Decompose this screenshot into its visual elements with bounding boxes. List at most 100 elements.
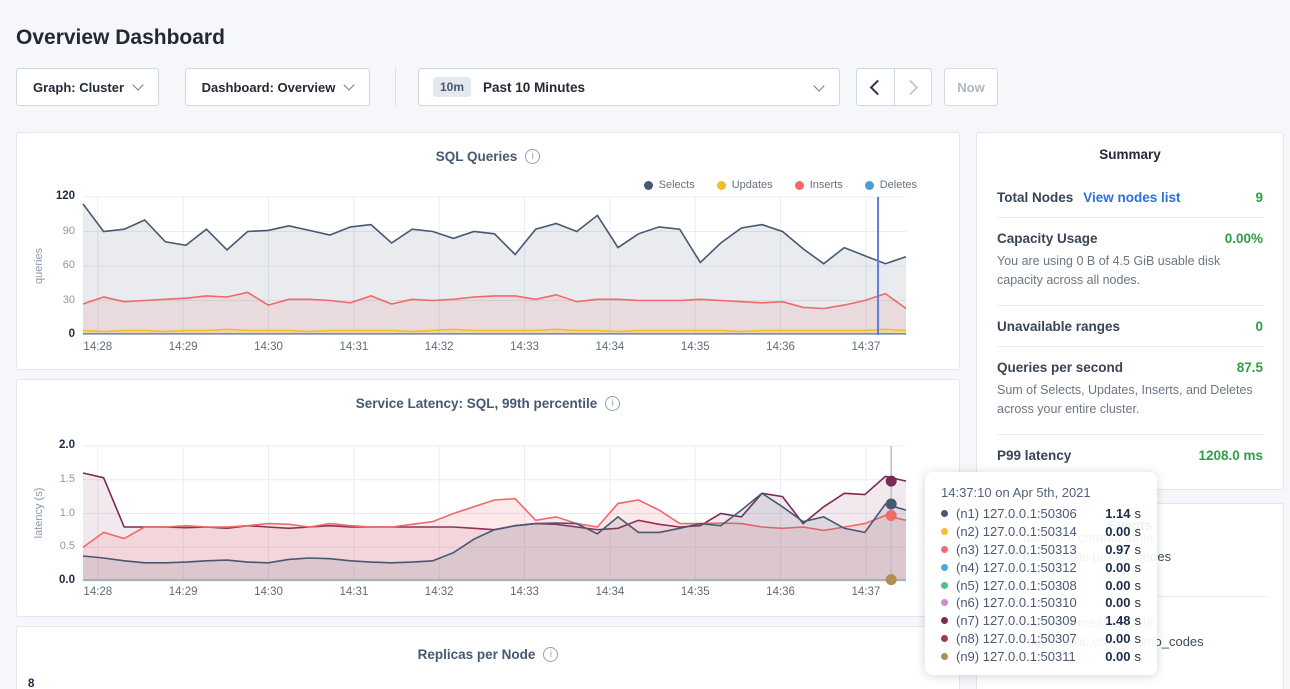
x-axis-tick: 14:31 bbox=[339, 586, 369, 598]
legend-dot bbox=[864, 180, 874, 190]
legend-item-inserts[interactable]: Inserts bbox=[794, 179, 843, 191]
service-latency-plot[interactable] bbox=[82, 445, 907, 586]
chart-title: Replicas per Node bbox=[417, 647, 536, 662]
chevron-down-icon bbox=[813, 80, 825, 92]
chart-title: SQL Queries bbox=[435, 149, 518, 164]
x-axis-ticks: 14:28 14:29 14:30 14:31 14:32 14:33 14:34 14:35… bbox=[17, 341, 959, 357]
x-axis-tick: 14:34 bbox=[595, 586, 625, 598]
summary-panel: Summary Total Nodes View nodes list 9 Ca… bbox=[976, 132, 1284, 490]
y-axis-tick: 90 bbox=[62, 224, 75, 237]
sql-queries-chart-card: SQL Queries Selects Updates Inserts Deletes… bbox=[16, 132, 960, 370]
divider bbox=[997, 217, 1263, 218]
legend-label: Inserts bbox=[809, 179, 843, 191]
info-icon[interactable] bbox=[605, 396, 621, 411]
time-back-button[interactable] bbox=[857, 69, 894, 105]
info-icon[interactable] bbox=[525, 149, 541, 164]
now-button[interactable]: Now bbox=[944, 68, 998, 106]
node-color-dot bbox=[941, 581, 948, 589]
replicas-per-node-chart-card: Replicas per Node bbox=[16, 626, 960, 689]
toolbar-divider bbox=[395, 67, 396, 107]
divider bbox=[997, 304, 1263, 306]
node-color-dot bbox=[941, 563, 948, 571]
dashboard-dropdown-label: Dashboard: Overview bbox=[201, 79, 336, 95]
x-axis-tick: 14:28 bbox=[83, 341, 113, 353]
legend-item-selects[interactable]: Selects bbox=[643, 179, 695, 191]
tooltip-row: (n9) 127.0.0.1:50311 0.00 s bbox=[941, 647, 1141, 665]
dashboard-dropdown[interactable]: Dashboard: Overview bbox=[185, 68, 370, 106]
summary-label: Unavailable ranges bbox=[997, 318, 1121, 334]
graph-scope-dropdown-label: Graph: Cluster bbox=[32, 79, 124, 95]
x-axis-tick: 14:34 bbox=[595, 341, 625, 353]
legend-dot bbox=[643, 180, 653, 190]
info-icon[interactable] bbox=[543, 647, 559, 662]
tooltip-row: (n3) 127.0.0.1:50313 0.97 s bbox=[941, 541, 1141, 559]
summary-value: 0 bbox=[1255, 318, 1263, 334]
legend-item-updates[interactable]: Updates bbox=[716, 179, 773, 191]
x-axis-tick: 14:28 bbox=[83, 586, 113, 598]
chevron-down-icon bbox=[132, 79, 144, 91]
graph-scope-dropdown[interactable]: Graph: Cluster bbox=[16, 68, 159, 106]
chevron-down-icon bbox=[343, 79, 355, 91]
x-axis-tick: 14:29 bbox=[168, 586, 198, 598]
chevron-left-icon bbox=[869, 79, 886, 95]
divider bbox=[997, 345, 1263, 347]
y-axis-tick: 8 bbox=[28, 678, 35, 689]
x-axis-tick: 14:33 bbox=[510, 341, 539, 353]
summary-value: 0.00% bbox=[1224, 231, 1263, 246]
y-axis-tick: 1.0 bbox=[59, 506, 75, 519]
x-axis-tick: 14:35 bbox=[680, 586, 710, 598]
legend-dot bbox=[794, 180, 804, 190]
y-axis-tick: 0.5 bbox=[59, 540, 75, 553]
node-color-dot bbox=[941, 545, 948, 553]
summary-label: Total Nodes bbox=[997, 190, 1074, 205]
summary-label: Capacity Usage bbox=[997, 231, 1098, 246]
tooltip-row: (n8) 127.0.0.1:50307 0.00 s bbox=[941, 630, 1141, 648]
y-axis-tick: 120 bbox=[55, 190, 75, 202]
summary-value: 1208.0 ms bbox=[1198, 447, 1263, 463]
time-range-dropdown[interactable]: 10m Past 10 Minutes bbox=[418, 68, 840, 106]
tooltip-row: (n2) 127.0.0.1:50314 0.00 s bbox=[941, 523, 1141, 541]
x-axis-tick: 14:33 bbox=[510, 586, 539, 598]
now-button-label: Now bbox=[957, 79, 985, 95]
x-axis-tick: 14:35 bbox=[680, 341, 710, 353]
x-axis-tick: 14:30 bbox=[254, 586, 283, 598]
y-axis-tick: 30 bbox=[62, 293, 75, 306]
x-axis-tick: 14:37 bbox=[851, 341, 881, 353]
time-forward-button[interactable] bbox=[893, 69, 932, 105]
y-axis-ticks: 0.0 0.5 1.0 1.5 2.0 bbox=[17, 439, 75, 586]
time-range-badge: 10m bbox=[433, 77, 472, 97]
summary-label: Queries per second bbox=[997, 359, 1124, 375]
summary-title: Summary bbox=[1099, 147, 1161, 162]
y-axis-tick: 0 bbox=[68, 328, 75, 340]
x-axis-tick: 14:36 bbox=[766, 586, 795, 598]
y-axis-tick: 2.0 bbox=[59, 439, 75, 451]
tooltip-row: (n6) 127.0.0.1:50310 0.00 s bbox=[941, 594, 1141, 612]
legend-dot bbox=[716, 180, 726, 190]
view-nodes-list-link[interactable]: View nodes list bbox=[1083, 190, 1181, 205]
time-window-nav bbox=[856, 68, 932, 106]
x-axis-tick: 14:32 bbox=[424, 586, 454, 598]
node-color-dot bbox=[941, 652, 948, 660]
x-axis-tick: 14:37 bbox=[851, 586, 881, 598]
page-title: Overview Dashboard bbox=[16, 26, 225, 50]
x-axis-ticks: 14:28 14:29 14:30 14:31 14:32 14:33 14:34 14:35… bbox=[17, 586, 959, 602]
y-axis-tick: 0.0 bbox=[59, 574, 75, 586]
node-color-dot bbox=[941, 510, 948, 518]
y-axis-tick: 1.5 bbox=[59, 472, 75, 485]
tooltip-timestamp: 14:37:10 on Apr 5th, 2021 bbox=[941, 485, 1091, 500]
y-axis-tick: 60 bbox=[62, 259, 75, 271]
x-axis-tick: 14:36 bbox=[766, 341, 795, 353]
chart-hover-tooltip: 14:37:10 on Apr 5th, 2021 (n1) 127.0.0.1… bbox=[925, 472, 1157, 676]
x-axis-tick: 14:32 bbox=[424, 341, 454, 353]
node-color-dot bbox=[941, 599, 948, 607]
summary-description: You are using 0 B of 4.5 GiB usable disk… bbox=[997, 254, 1221, 288]
summary-value: 9 bbox=[1255, 190, 1263, 205]
sql-queries-plot[interactable] bbox=[82, 196, 907, 335]
tooltip-row: (n5) 127.0.0.1:50308 0.00 s bbox=[941, 576, 1141, 594]
summary-value: 87.5 bbox=[1236, 359, 1263, 375]
legend-label: Updates bbox=[731, 179, 773, 191]
node-color-dot bbox=[941, 634, 948, 642]
chevron-right-icon bbox=[902, 79, 919, 95]
tooltip-row: (n1) 127.0.0.1:50306 1.14 s bbox=[941, 505, 1141, 523]
legend-item-deletes[interactable]: Deletes bbox=[864, 179, 917, 191]
